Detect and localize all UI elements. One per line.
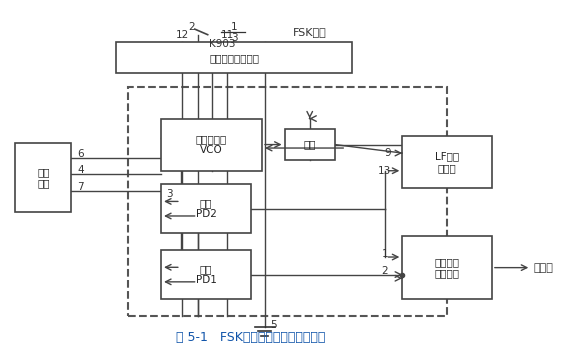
Text: 2: 2: [382, 266, 388, 276]
Text: 振荡
电容: 振荡 电容: [37, 167, 50, 188]
Text: 1: 1: [382, 248, 388, 258]
Text: 鉴相
PD2: 鉴相 PD2: [196, 198, 216, 219]
Text: 1: 1: [230, 22, 237, 32]
Text: 解调出: 解调出: [534, 263, 554, 273]
Text: LF低通
滤波器: LF低通 滤波器: [435, 151, 459, 173]
Text: 11: 11: [220, 31, 234, 40]
Text: 图 5-1   FSK信号的解调电路原理框图: 图 5-1 FSK信号的解调电路原理框图: [176, 331, 325, 344]
Bar: [161, 119, 262, 170]
Text: K903: K903: [209, 39, 236, 49]
Text: 5: 5: [270, 320, 277, 330]
Bar: [161, 250, 251, 299]
Bar: [15, 143, 72, 212]
Bar: [402, 236, 492, 299]
Text: 9: 9: [385, 148, 391, 158]
Text: 鉴相
PD1: 鉴相 PD1: [196, 264, 216, 285]
Text: 7: 7: [77, 182, 84, 192]
Bar: [402, 136, 492, 188]
Text: 12: 12: [176, 31, 189, 40]
Text: 外接频率控制电路: 外接频率控制电路: [209, 53, 259, 63]
Bar: [161, 185, 251, 233]
Text: FSK信号: FSK信号: [293, 27, 327, 37]
Bar: [116, 42, 352, 73]
Text: 6: 6: [77, 149, 84, 159]
Text: 2: 2: [189, 22, 195, 32]
Bar: [127, 87, 447, 316]
Text: 压控振荡器
VCO: 压控振荡器 VCO: [196, 134, 227, 155]
Bar: [284, 129, 335, 160]
Text: 3: 3: [166, 190, 172, 200]
Text: 射随: 射随: [303, 140, 316, 149]
Text: 包络检波
判决输出: 包络检波 判决输出: [435, 257, 460, 278]
Text: 13: 13: [378, 166, 391, 176]
Text: 3: 3: [230, 33, 237, 43]
Text: 4: 4: [77, 165, 84, 175]
